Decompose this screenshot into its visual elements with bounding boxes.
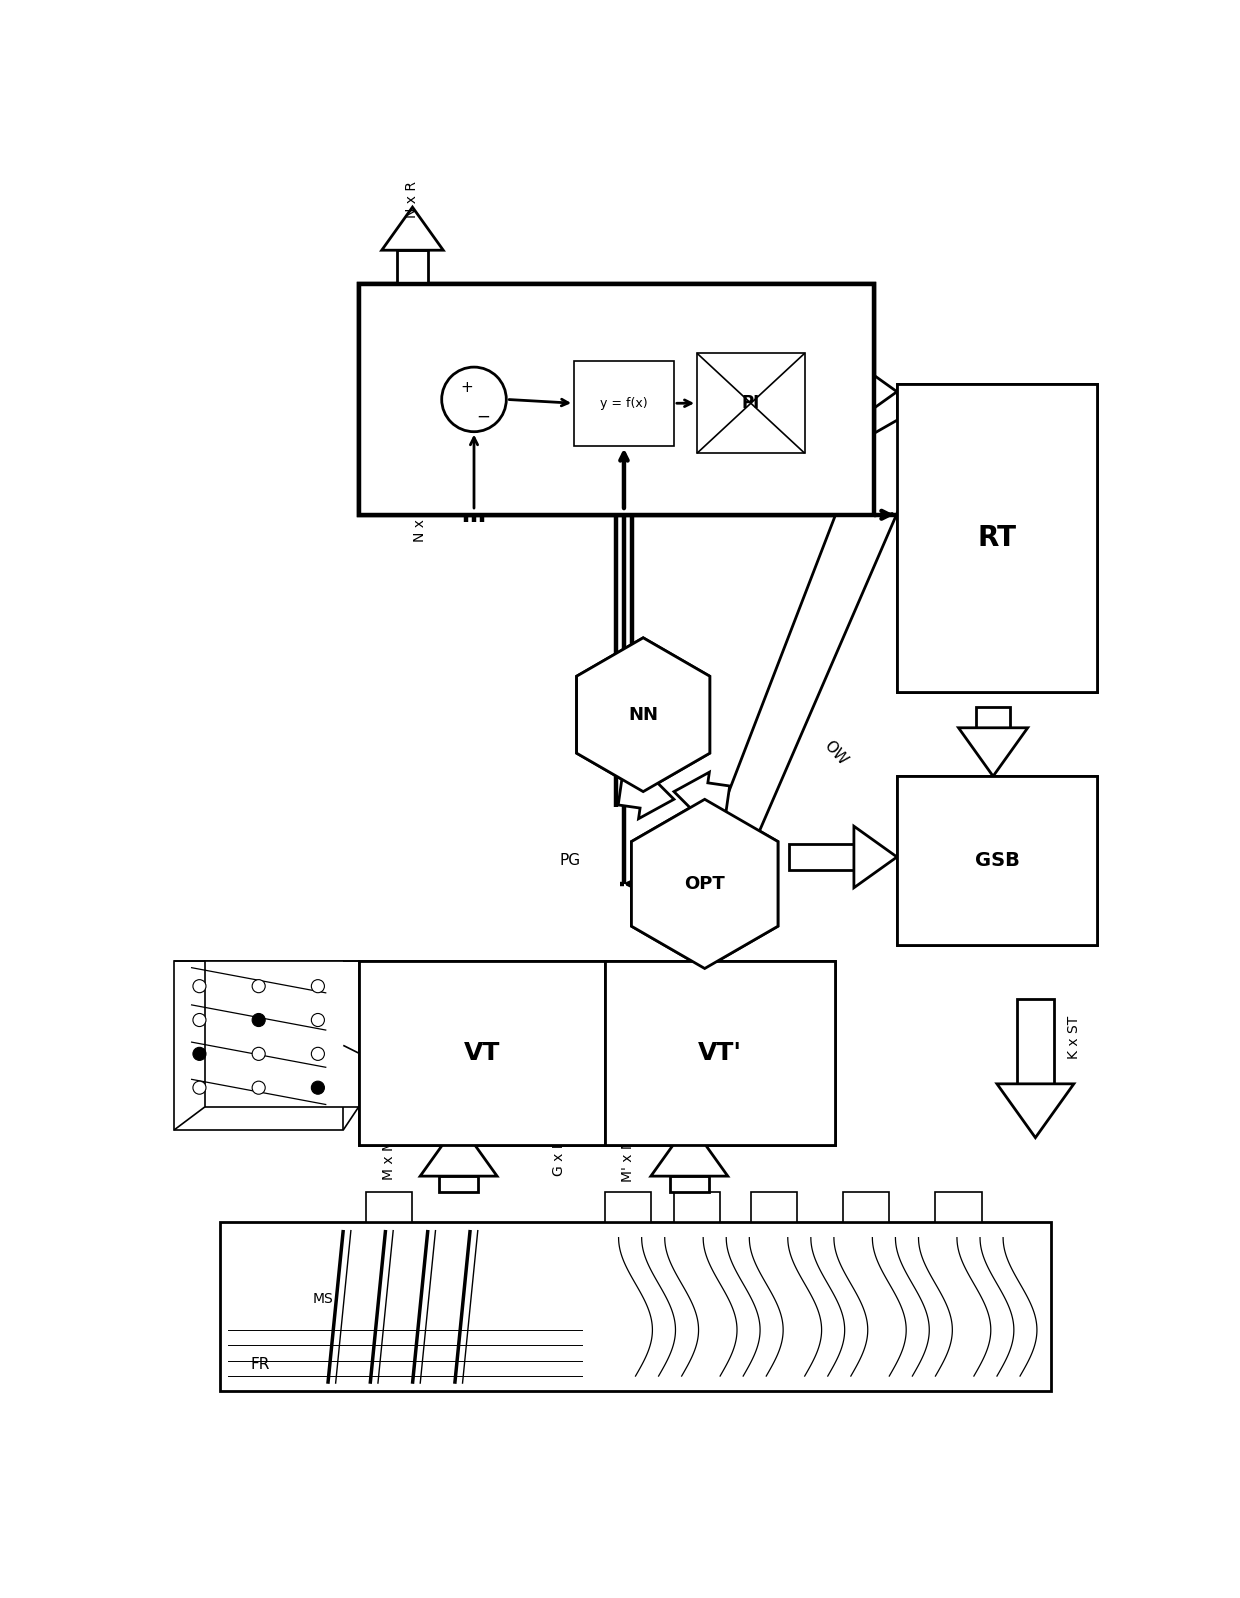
Bar (605, 960, 836, 1146)
Circle shape (252, 1047, 265, 1061)
Text: N x SW: N x SW (367, 305, 381, 355)
Text: −: − (476, 407, 490, 425)
Polygon shape (854, 826, 897, 888)
Bar (751, 1192, 797, 1222)
Text: NN: NN (629, 706, 658, 724)
Bar (976, 706, 1009, 727)
Text: K x ST: K x ST (1066, 1016, 1081, 1059)
Text: $E_{SW}$: $E_{SW}$ (456, 444, 484, 462)
Bar (675, 1192, 720, 1222)
Bar (574, 361, 675, 446)
Bar (221, 1222, 1050, 1392)
Text: $E_{RG}$: $E_{RG}$ (439, 476, 464, 492)
Bar (697, 353, 805, 454)
Bar (439, 1176, 477, 1192)
Polygon shape (619, 770, 675, 818)
Circle shape (252, 1013, 265, 1026)
Polygon shape (651, 1122, 728, 1176)
Text: RT: RT (977, 524, 1017, 551)
Polygon shape (631, 799, 777, 968)
Bar (897, 777, 1097, 946)
Polygon shape (577, 638, 709, 791)
Text: GSB: GSB (975, 852, 1019, 871)
Circle shape (441, 368, 506, 431)
Bar (1017, 999, 1054, 1083)
Text: N x RA: N x RA (859, 315, 873, 361)
Circle shape (311, 1082, 325, 1095)
Circle shape (311, 1013, 325, 1026)
Circle shape (311, 980, 325, 992)
Text: OPT: OPT (684, 874, 725, 893)
Text: GSB: GSB (975, 852, 1019, 871)
Text: VT': VT' (698, 1040, 742, 1066)
Circle shape (252, 1082, 265, 1095)
Polygon shape (577, 638, 709, 791)
Text: $A_{RA}$: $A_{RA}$ (908, 449, 932, 465)
Text: VT: VT (464, 1040, 500, 1066)
Bar (358, 380, 394, 411)
Text: NN: NN (629, 706, 658, 724)
Polygon shape (631, 799, 777, 968)
Polygon shape (394, 364, 438, 427)
Bar (397, 251, 428, 284)
Bar (897, 777, 1097, 946)
Text: RT: RT (977, 524, 1017, 551)
Text: FR: FR (250, 1357, 270, 1373)
Bar (670, 1176, 708, 1192)
Bar (605, 1192, 651, 1222)
Text: VT: VT (464, 1040, 500, 1066)
Text: OW: OW (821, 738, 851, 769)
Bar (366, 1192, 413, 1222)
Circle shape (193, 1082, 206, 1095)
Text: G x PG: G x PG (552, 1130, 565, 1176)
Bar (358, 284, 874, 515)
Text: N x R: N x R (405, 181, 419, 217)
Text: y = f(x): y = f(x) (600, 396, 647, 409)
Bar (897, 384, 1097, 692)
Bar (935, 1192, 982, 1222)
Polygon shape (715, 407, 935, 842)
Text: +: + (460, 380, 472, 395)
Bar (358, 960, 605, 1146)
Text: +: + (460, 380, 472, 395)
Polygon shape (675, 772, 729, 820)
Text: N x RG: N x RG (413, 495, 427, 542)
Circle shape (311, 1047, 325, 1061)
Circle shape (193, 1047, 206, 1061)
Polygon shape (959, 727, 1028, 777)
Bar (691, 936, 719, 960)
Text: OPT: OPT (684, 874, 725, 893)
Text: M x MW: M x MW (382, 1125, 397, 1181)
Text: PI: PI (742, 395, 760, 412)
Bar (174, 960, 343, 1130)
Text: y = f(x): y = f(x) (600, 396, 647, 409)
Polygon shape (420, 1122, 497, 1176)
Bar (697, 353, 805, 454)
Polygon shape (382, 208, 443, 251)
Polygon shape (843, 353, 897, 430)
Circle shape (193, 980, 206, 992)
Text: PG: PG (559, 853, 580, 868)
Text: VT': VT' (698, 1040, 742, 1066)
Circle shape (441, 368, 506, 431)
Bar (790, 844, 854, 869)
Polygon shape (678, 900, 732, 936)
Bar (843, 1192, 889, 1222)
Bar (205, 960, 358, 1107)
Bar (843, 374, 874, 411)
Polygon shape (997, 1083, 1074, 1138)
Circle shape (193, 1013, 206, 1026)
Bar (574, 361, 675, 446)
Text: PI: PI (742, 395, 760, 412)
Text: $E_{PG}$: $E_{PG}$ (596, 476, 621, 492)
Bar (897, 384, 1097, 692)
Bar (358, 284, 874, 515)
Circle shape (252, 980, 265, 992)
Text: −: − (476, 407, 490, 425)
Bar (605, 960, 836, 1146)
Text: M' x MW: M' x MW (621, 1123, 635, 1183)
Bar (358, 960, 605, 1146)
Text: MS: MS (312, 1293, 334, 1306)
